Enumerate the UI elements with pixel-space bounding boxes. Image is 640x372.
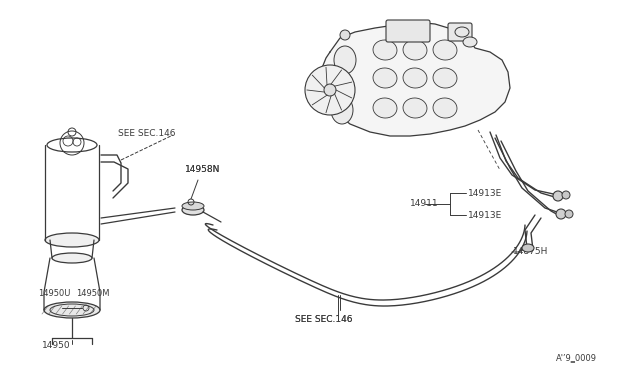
Text: SEE SEC.146: SEE SEC.146 (295, 315, 353, 324)
Ellipse shape (334, 46, 356, 74)
Text: A'’9‗0009: A'’9‗0009 (556, 353, 597, 362)
Text: 14958N: 14958N (185, 166, 220, 174)
Text: SEE SEC.146: SEE SEC.146 (118, 128, 175, 138)
Ellipse shape (433, 68, 457, 88)
Circle shape (305, 65, 355, 115)
Text: 14950M: 14950M (76, 289, 109, 298)
Ellipse shape (331, 96, 353, 124)
Ellipse shape (433, 40, 457, 60)
Text: 14875H: 14875H (513, 247, 548, 257)
Ellipse shape (463, 37, 477, 47)
Ellipse shape (44, 302, 100, 318)
Ellipse shape (373, 68, 397, 88)
Text: SEE SEC.146: SEE SEC.146 (295, 315, 353, 324)
Text: 14913E: 14913E (468, 189, 502, 198)
Ellipse shape (403, 98, 427, 118)
Ellipse shape (565, 210, 573, 218)
Polygon shape (320, 22, 510, 136)
Text: 14913E: 14913E (468, 211, 502, 219)
Circle shape (340, 30, 350, 40)
Ellipse shape (562, 191, 570, 199)
Text: 14958N: 14958N (185, 166, 220, 174)
Ellipse shape (373, 98, 397, 118)
Circle shape (553, 191, 563, 201)
Ellipse shape (455, 27, 469, 37)
Ellipse shape (329, 71, 351, 99)
Ellipse shape (403, 40, 427, 60)
Circle shape (324, 84, 336, 96)
FancyBboxPatch shape (386, 20, 430, 42)
Text: 14911: 14911 (410, 199, 438, 208)
Ellipse shape (52, 253, 92, 263)
Ellipse shape (373, 40, 397, 60)
Ellipse shape (45, 233, 99, 247)
Text: 14950: 14950 (42, 340, 70, 350)
Ellipse shape (433, 98, 457, 118)
FancyBboxPatch shape (448, 23, 472, 41)
Circle shape (556, 209, 566, 219)
Text: 14950U: 14950U (38, 289, 70, 298)
Ellipse shape (403, 68, 427, 88)
Ellipse shape (182, 205, 204, 215)
Ellipse shape (522, 244, 534, 252)
Ellipse shape (182, 202, 204, 210)
